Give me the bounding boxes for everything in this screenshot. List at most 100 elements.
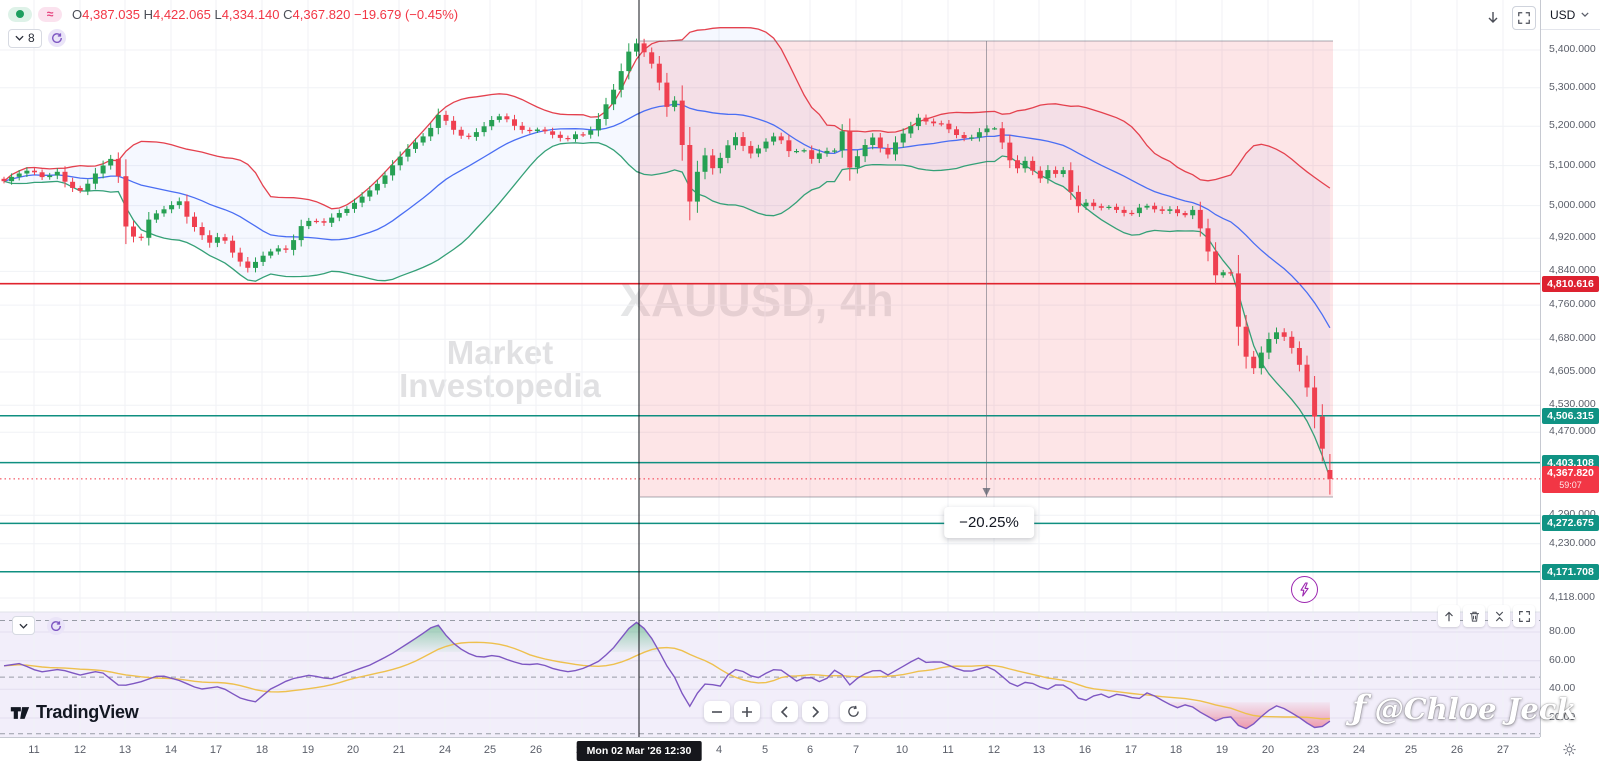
price-tick-label: 5,200.000	[1549, 119, 1596, 132]
bollinger-fill	[4, 27, 1330, 478]
maximize-pane-button[interactable]	[1513, 605, 1535, 627]
ohlc-values: O4,387.035 H4,422.065 L4,334.140 C4,367.…	[72, 6, 459, 22]
time-tick-label: 24	[1352, 744, 1366, 756]
time-tick-label: 20	[346, 744, 360, 756]
last-price-chip: 4,367.820 59:07	[1542, 465, 1599, 493]
arrow-up-icon	[1445, 611, 1453, 622]
oscillator-ma-line	[3, 641, 1330, 720]
market-open-dot	[16, 10, 24, 18]
signature-logo-glyph: ƒ	[1352, 688, 1367, 728]
crosshair-date-label: Mon 02 Mar '26 12:30	[576, 741, 702, 761]
price-level-chip: 4,272.675	[1542, 515, 1599, 532]
reset-icon	[847, 705, 859, 717]
price-tick-label: 4,605.000	[1549, 365, 1596, 377]
time-tick-label: 14	[164, 744, 178, 756]
time-tick-label: 6	[806, 744, 814, 756]
legend-row-ohlc: ≈ O4,387.035 H4,422.065 L4,334.140 C4,36…	[8, 5, 458, 23]
oscillator-line	[3, 621, 1331, 730]
time-axis[interactable]: 11 12 13 14 17 18 19 20 21 24 25 26 27 4 5 6 7 10 11 12 13 16…	[0, 737, 1540, 768]
price-tick-label: 4,530.000	[1549, 398, 1596, 411]
price-tick-label: 5,400.000	[1549, 43, 1596, 55]
sync-icon[interactable]	[47, 29, 66, 47]
time-tick-label: 12	[987, 744, 1001, 756]
time-tick-label: 18	[1169, 744, 1183, 756]
time-tick-label: 7	[852, 744, 860, 756]
time-tick-label: 11	[28, 744, 40, 756]
chevron-down-icon	[15, 35, 24, 41]
price-chart-canvas[interactable]	[0, 0, 1540, 737]
time-tick-label: 5	[761, 744, 769, 756]
oscillator-pane-actions	[1438, 605, 1535, 627]
brand-watermark: Market Investopedia	[399, 336, 601, 402]
main-pane	[0, 26, 1540, 573]
price-tick-label: 4,470.000	[1549, 425, 1596, 438]
price-axis[interactable]: USD 5,400.000 5,300.000 5,200.000 5,100.000…	[1540, 0, 1600, 737]
time-tick-label: 16	[1078, 744, 1092, 756]
zoom-out-button[interactable]	[704, 701, 730, 722]
oscillator-tick-label: 60.00	[1549, 653, 1576, 666]
oscillator-sync-icon[interactable]	[47, 616, 65, 635]
scroll-right-button[interactable]	[802, 701, 828, 722]
chart-navigation	[704, 701, 870, 722]
price-tick-label: 4,230.000	[1549, 536, 1596, 549]
time-tick-label: 17	[209, 744, 223, 756]
tradingview-logo[interactable]: TradingView	[10, 702, 139, 723]
measure-borders	[640, 40, 1333, 498]
price-tick-label: 4,920.000	[1549, 231, 1596, 244]
fullscreen-button[interactable]	[1512, 6, 1536, 30]
zoom-in-button[interactable]	[734, 701, 760, 722]
time-tick-label: 17	[1124, 744, 1138, 756]
trash-icon	[1469, 611, 1479, 622]
chevron-left-icon	[780, 705, 788, 718]
oscillator-tick-label: 20.00	[1549, 710, 1576, 723]
price-tick-label: 4,840.000	[1549, 264, 1596, 277]
price-tick-label: 5,000.000	[1549, 198, 1596, 211]
currency-label: USD	[1550, 7, 1576, 22]
maximize-icon	[1518, 610, 1530, 622]
scroll-left-button[interactable]	[772, 701, 798, 722]
arrow-down-icon	[1488, 12, 1498, 23]
symbol-legend: ≈ O4,387.035 H4,422.065 L4,334.140 C4,36…	[8, 5, 458, 48]
price-tick-label: 4,680.000	[1549, 332, 1596, 345]
move-pane-up-button[interactable]	[1438, 605, 1460, 627]
time-tick-label: 18	[255, 744, 269, 756]
price-level-chip: 4,506.315	[1542, 407, 1599, 424]
collapse-pane-button[interactable]	[1488, 605, 1510, 627]
time-tick-label: 4	[715, 744, 723, 756]
signature-handle: @Chloe Jeck	[1374, 692, 1577, 726]
minus-icon	[712, 710, 722, 713]
time-tick-label: 13	[118, 744, 132, 756]
measure-percent-label[interactable]: −20.25%	[944, 507, 1034, 538]
time-tick-label: 11	[942, 744, 954, 756]
oversold-fill	[1165, 702, 1330, 729]
price-tick-label: 4,118.000	[1549, 591, 1595, 603]
time-tick-label: 20	[1261, 744, 1275, 756]
fullscreen-icon	[1518, 12, 1530, 24]
delete-pane-button[interactable]	[1463, 605, 1485, 627]
brand-watermark-line1: Market	[446, 334, 554, 371]
oscillator-collapse-button[interactable]	[12, 616, 35, 635]
overbought-fill	[609, 622, 660, 653]
reset-chart-button[interactable]	[840, 701, 866, 722]
price-level-chip: 4,810.616	[1542, 275, 1599, 292]
time-tick-label: 25	[1404, 744, 1418, 756]
axis-settings-gear-icon[interactable]	[1562, 742, 1577, 757]
time-tick-label: 13	[1032, 744, 1046, 756]
time-tick-label: 23	[1306, 744, 1320, 756]
currency-selector[interactable]: USD	[1541, 0, 1600, 30]
instant-order-button[interactable]	[1291, 576, 1318, 603]
market-status-icon[interactable]	[8, 6, 32, 22]
chevron-right-icon	[812, 705, 820, 718]
chart-top-right-controls	[1482, 6, 1536, 30]
time-tick-label: 24	[438, 744, 452, 756]
price-level-chip: 4,171.708	[1542, 563, 1599, 580]
scroll-to-latest-button[interactable]	[1482, 7, 1504, 29]
price-tick-label: 4,760.000	[1549, 298, 1596, 311]
bands-settings-button[interactable]: 8	[8, 28, 42, 48]
candles-layer	[1, 38, 1333, 495]
oscillator-pane	[0, 620, 1540, 735]
time-tick-label: 19	[301, 744, 315, 756]
wave-icon[interactable]: ≈	[38, 6, 62, 22]
refresh-icon	[51, 620, 61, 631]
